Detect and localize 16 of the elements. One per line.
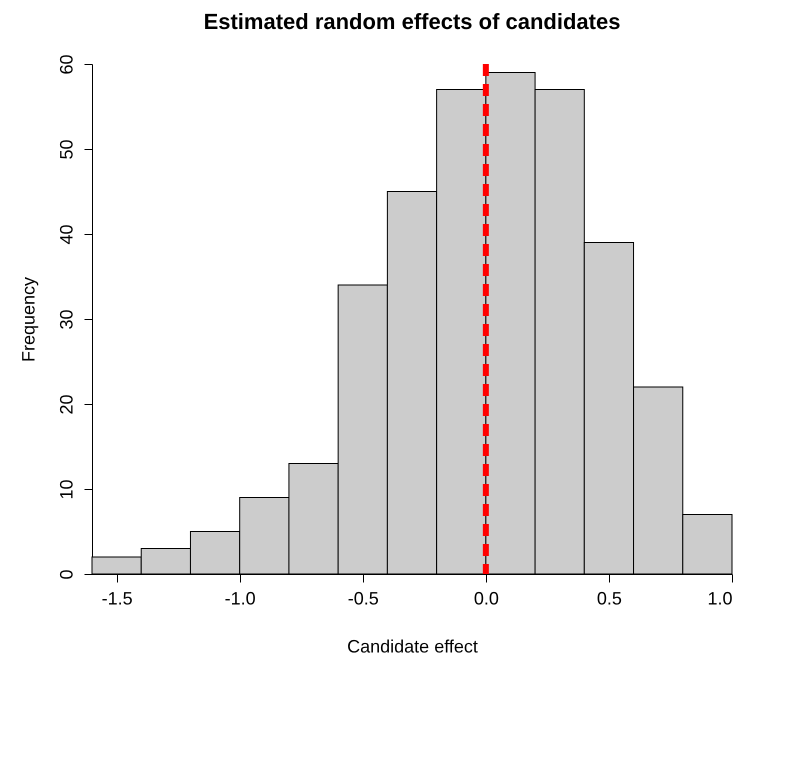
x-tick-label: -1.0 <box>224 588 256 608</box>
x-tick-label: 0.5 <box>596 588 622 608</box>
x-axis-title: Candidate effect <box>347 636 478 656</box>
y-tick-label: 0 <box>56 569 76 580</box>
y-tick-label: 40 <box>56 224 76 245</box>
y-tick-label: 10 <box>56 479 76 500</box>
chart-title: Estimated random effects of candidates <box>204 8 620 34</box>
x-tick-label: 1.0 <box>707 588 732 608</box>
y-tick-label: 30 <box>56 309 76 330</box>
x-tick-label: -1.5 <box>102 588 133 608</box>
y-axis-title: Frequency <box>18 276 38 362</box>
y-tick-label: 50 <box>56 139 76 160</box>
y-tick-label: 60 <box>56 54 76 75</box>
x-tick-label: 0.0 <box>474 588 499 608</box>
y-tick-label: 20 <box>56 394 76 415</box>
x-tick-label: -0.5 <box>348 588 379 608</box>
